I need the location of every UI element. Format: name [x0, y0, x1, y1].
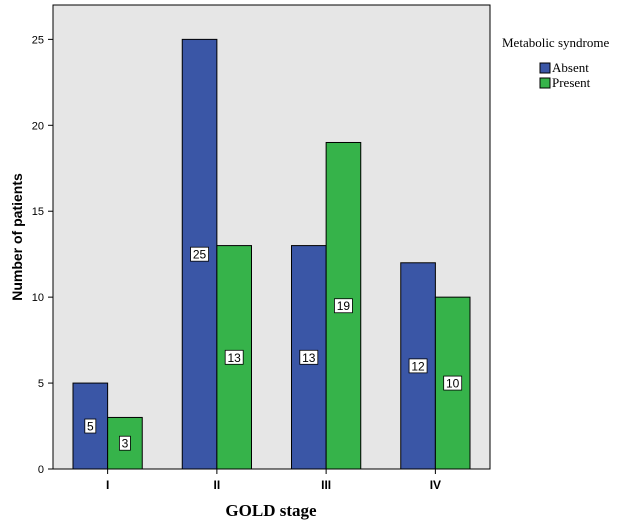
bar-absent-IV	[400, 262, 436, 470]
data-label: 12	[411, 359, 425, 373]
data-label-box	[224, 349, 244, 365]
data-label: 13	[302, 351, 316, 365]
x-axis: I II III IV	[106, 469, 441, 492]
data-label-box	[299, 349, 319, 365]
data-label-box	[334, 298, 353, 314]
data-label: 13	[228, 351, 242, 365]
data-label-box	[443, 375, 463, 391]
data-label: 19	[337, 299, 351, 313]
x-tick-label: II	[214, 478, 221, 492]
data-label: 25	[193, 248, 207, 262]
bars-group	[72, 38, 471, 470]
x-tick-label: III	[321, 478, 331, 492]
data-label-box	[119, 435, 131, 451]
legend-title: Metabolic syndrome	[502, 35, 609, 50]
data-labels-group: 5 3 25 13 13 19 12 10	[84, 246, 463, 451]
data-label-box	[190, 246, 209, 262]
legend-swatch-absent	[539, 62, 551, 74]
legend: Metabolic syndrome Absent Present	[502, 35, 609, 90]
data-label-box	[84, 418, 97, 434]
data-label: 10	[446, 377, 460, 391]
y-tick-label: 5	[38, 378, 44, 390]
x-tick-label: I	[106, 478, 109, 492]
y-tick-label: 20	[32, 120, 44, 132]
y-tick-label: 25	[32, 34, 44, 46]
y-tick-label: 10	[32, 292, 44, 304]
legend-label-present: Present	[552, 75, 591, 90]
legend-label-absent: Absent	[552, 60, 589, 75]
data-label: 3	[122, 437, 129, 451]
y-axis-title: Number of patients	[9, 173, 25, 301]
x-tick-label: IV	[430, 478, 441, 492]
legend-swatch-present	[539, 77, 551, 89]
data-label: 5	[87, 420, 94, 434]
y-axis: 0 5 10 15 20 25	[32, 34, 53, 476]
x-axis-title: GOLD stage	[225, 501, 317, 520]
y-tick-label: 0	[38, 464, 44, 476]
data-label-box	[408, 358, 428, 374]
y-tick-label: 15	[32, 206, 44, 218]
